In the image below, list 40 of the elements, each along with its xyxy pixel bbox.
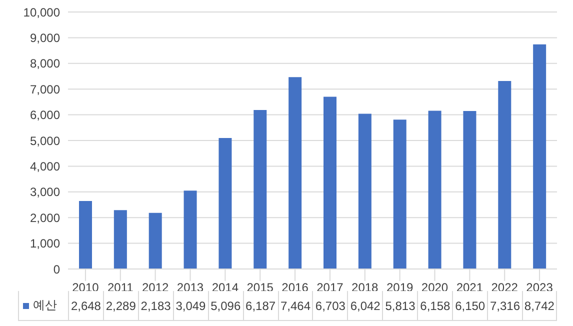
- y-tick-label: 2,000: [30, 210, 60, 225]
- y-tick-label: 3,000: [30, 185, 60, 200]
- data-label: 7,464: [280, 298, 310, 312]
- y-tick-label: 5,000: [30, 134, 60, 148]
- y-tick-label: 8,000: [30, 56, 60, 71]
- data-label: 6,158: [420, 298, 450, 312]
- bar: [358, 114, 372, 269]
- bar: [184, 190, 197, 269]
- y-tick-label: 7,000: [30, 82, 60, 96]
- y-tick-label: 4,000: [30, 159, 60, 174]
- data-label: 5,096: [210, 298, 241, 312]
- y-tick-label: 9,000: [30, 30, 60, 45]
- data-label: 6,703: [315, 298, 346, 312]
- y-tick-label: 6,000: [30, 108, 60, 122]
- y-tick-label: 10,000: [23, 5, 60, 20]
- data-label: 7,316: [490, 298, 520, 312]
- data-label: 3,049: [176, 298, 206, 312]
- bar: [114, 210, 127, 269]
- data-label: 6,187: [246, 298, 276, 312]
- bar: [428, 110, 442, 269]
- bar: [218, 138, 232, 269]
- bar: [79, 200, 92, 269]
- y-tick-label: 1,000: [30, 236, 60, 251]
- bar: [288, 77, 302, 269]
- bar: [254, 110, 267, 269]
- data-label: 2,289: [106, 298, 136, 312]
- data-label: 2,183: [140, 298, 171, 312]
- bar: [393, 120, 406, 269]
- data-label: 8,742: [524, 298, 554, 312]
- bar: [324, 96, 336, 269]
- data-label: 5,813: [385, 298, 416, 312]
- bar: [463, 110, 476, 269]
- data-label: 2,648: [70, 298, 101, 312]
- data-label: 6,150: [455, 298, 486, 312]
- bar: [533, 44, 546, 269]
- bar: [148, 212, 162, 269]
- y-tick-label: 0: [53, 262, 60, 276]
- legend-label: 예산: [18, 291, 68, 321]
- bar: [498, 80, 512, 269]
- data-label: 6,042: [350, 298, 380, 312]
